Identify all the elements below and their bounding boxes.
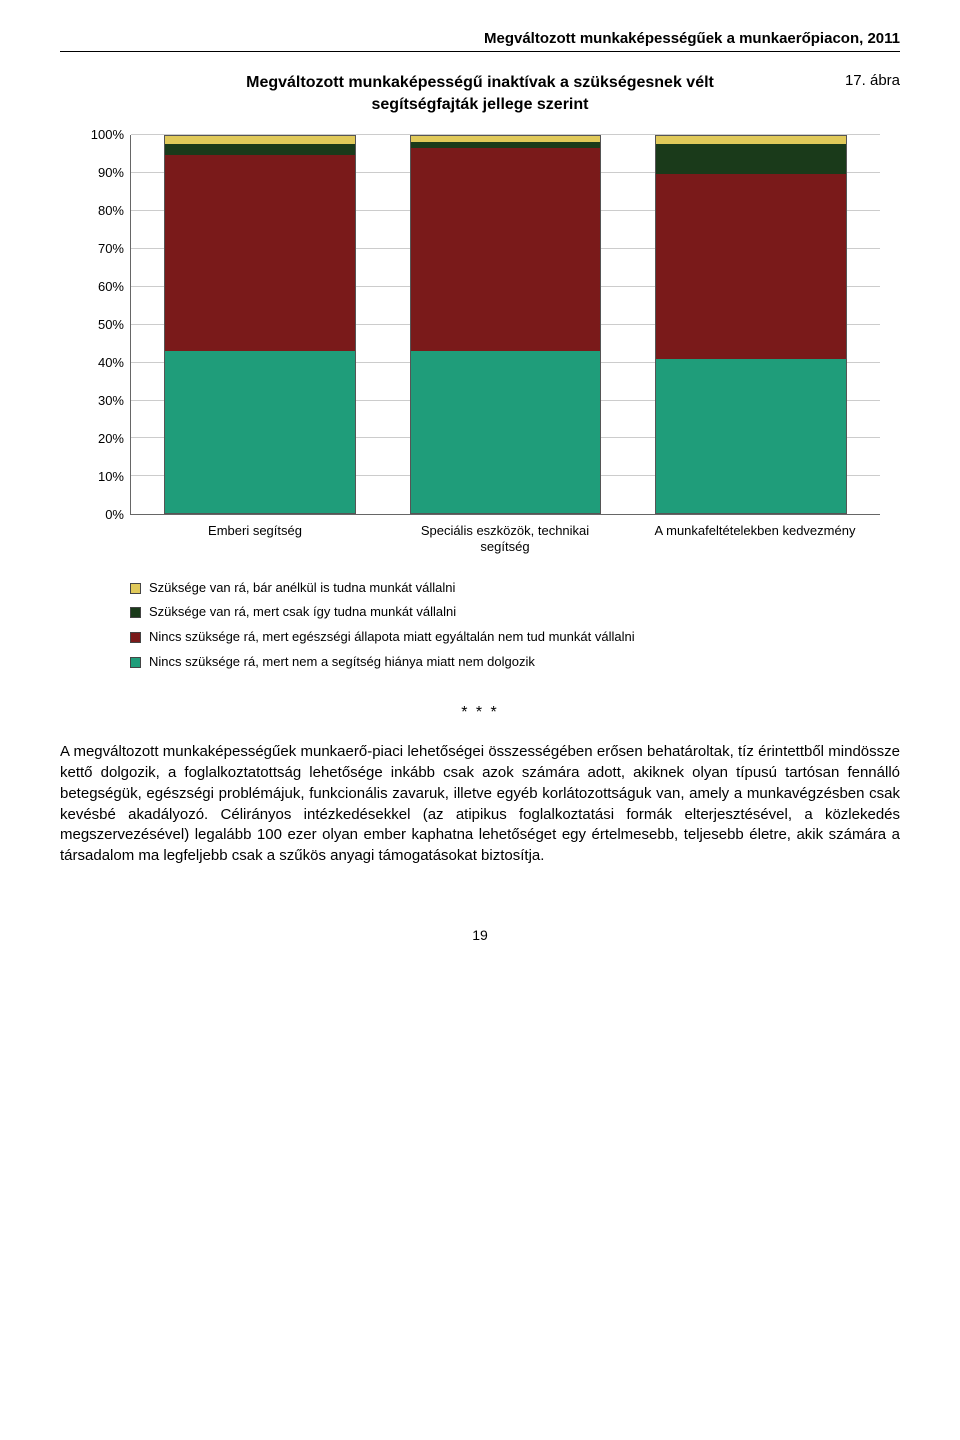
y-axis: 100%90%80%70%60%50%40%30%20%10%0% xyxy=(80,135,130,515)
bar-segment xyxy=(165,155,355,351)
body-paragraph: A megváltozott munkaképességűek munkaerő… xyxy=(60,742,900,866)
legend-label: Szüksége van rá, bár anélkül is tudna mu… xyxy=(149,576,455,601)
legend-label: Szüksége van rá, mert csak így tudna mun… xyxy=(149,600,456,625)
chart-title-line1: Megváltozott munkaképességű inaktívak a … xyxy=(246,74,714,91)
figure-label: 17. ábra xyxy=(845,72,900,89)
bar-segment xyxy=(656,359,846,514)
legend-label: Nincs szüksége rá, mert nem a segítség h… xyxy=(149,650,535,675)
page-number: 19 xyxy=(60,927,900,943)
bar-segment xyxy=(165,351,355,513)
plot-area xyxy=(130,135,880,515)
bar xyxy=(410,135,602,514)
running-header: Megváltozott munkaképességűek a munkaerő… xyxy=(60,30,900,51)
x-label: Speciális eszközök, technikai segítség xyxy=(400,523,610,556)
header-rule xyxy=(60,51,900,52)
bar xyxy=(164,135,356,514)
chart-title: Megváltozott munkaképességű inaktívak a … xyxy=(60,72,900,115)
page: Megváltozott munkaképességűek a munkaerő… xyxy=(0,0,960,983)
chart: 100%90%80%70%60%50%40%30%20%10%0% Emberi… xyxy=(80,135,880,556)
legend-item: Nincs szüksége rá, mert nem a segítség h… xyxy=(130,650,880,675)
legend-swatch xyxy=(130,583,141,594)
chart-title-line2: segítségfajták jellege szerint xyxy=(372,96,589,113)
legend-item: Szüksége van rá, bár anélkül is tudna mu… xyxy=(130,576,880,601)
x-label: Emberi segítség xyxy=(150,523,360,556)
chart-title-row: Megváltozott munkaképességű inaktívak a … xyxy=(60,72,900,115)
x-axis: Emberi segítség Speciális eszközök, techn… xyxy=(130,523,880,556)
bar-segment xyxy=(656,136,846,144)
bar-segment xyxy=(411,148,601,352)
bar-segment xyxy=(411,351,601,513)
x-label: A munkafeltételekben kedvezmény xyxy=(650,523,860,556)
bar-segment xyxy=(656,144,846,174)
bar-segment xyxy=(656,174,846,359)
bars-container xyxy=(131,135,880,514)
bar-segment xyxy=(165,144,355,155)
legend-label: Nincs szüksége rá, mert egészségi állapo… xyxy=(149,625,635,650)
legend-swatch xyxy=(130,657,141,668)
legend-item: Nincs szüksége rá, mert egészségi állapo… xyxy=(130,625,880,650)
bar-segment xyxy=(165,136,355,144)
legend-swatch xyxy=(130,607,141,618)
legend-item: Szüksége van rá, mert csak így tudna mun… xyxy=(130,600,880,625)
legend: Szüksége van rá, bár anélkül is tudna mu… xyxy=(130,576,880,675)
bar xyxy=(655,135,847,514)
legend-swatch xyxy=(130,632,141,643)
chart-area: 100%90%80%70%60%50%40%30%20%10%0% xyxy=(80,135,880,515)
section-divider: * * * xyxy=(60,704,900,722)
